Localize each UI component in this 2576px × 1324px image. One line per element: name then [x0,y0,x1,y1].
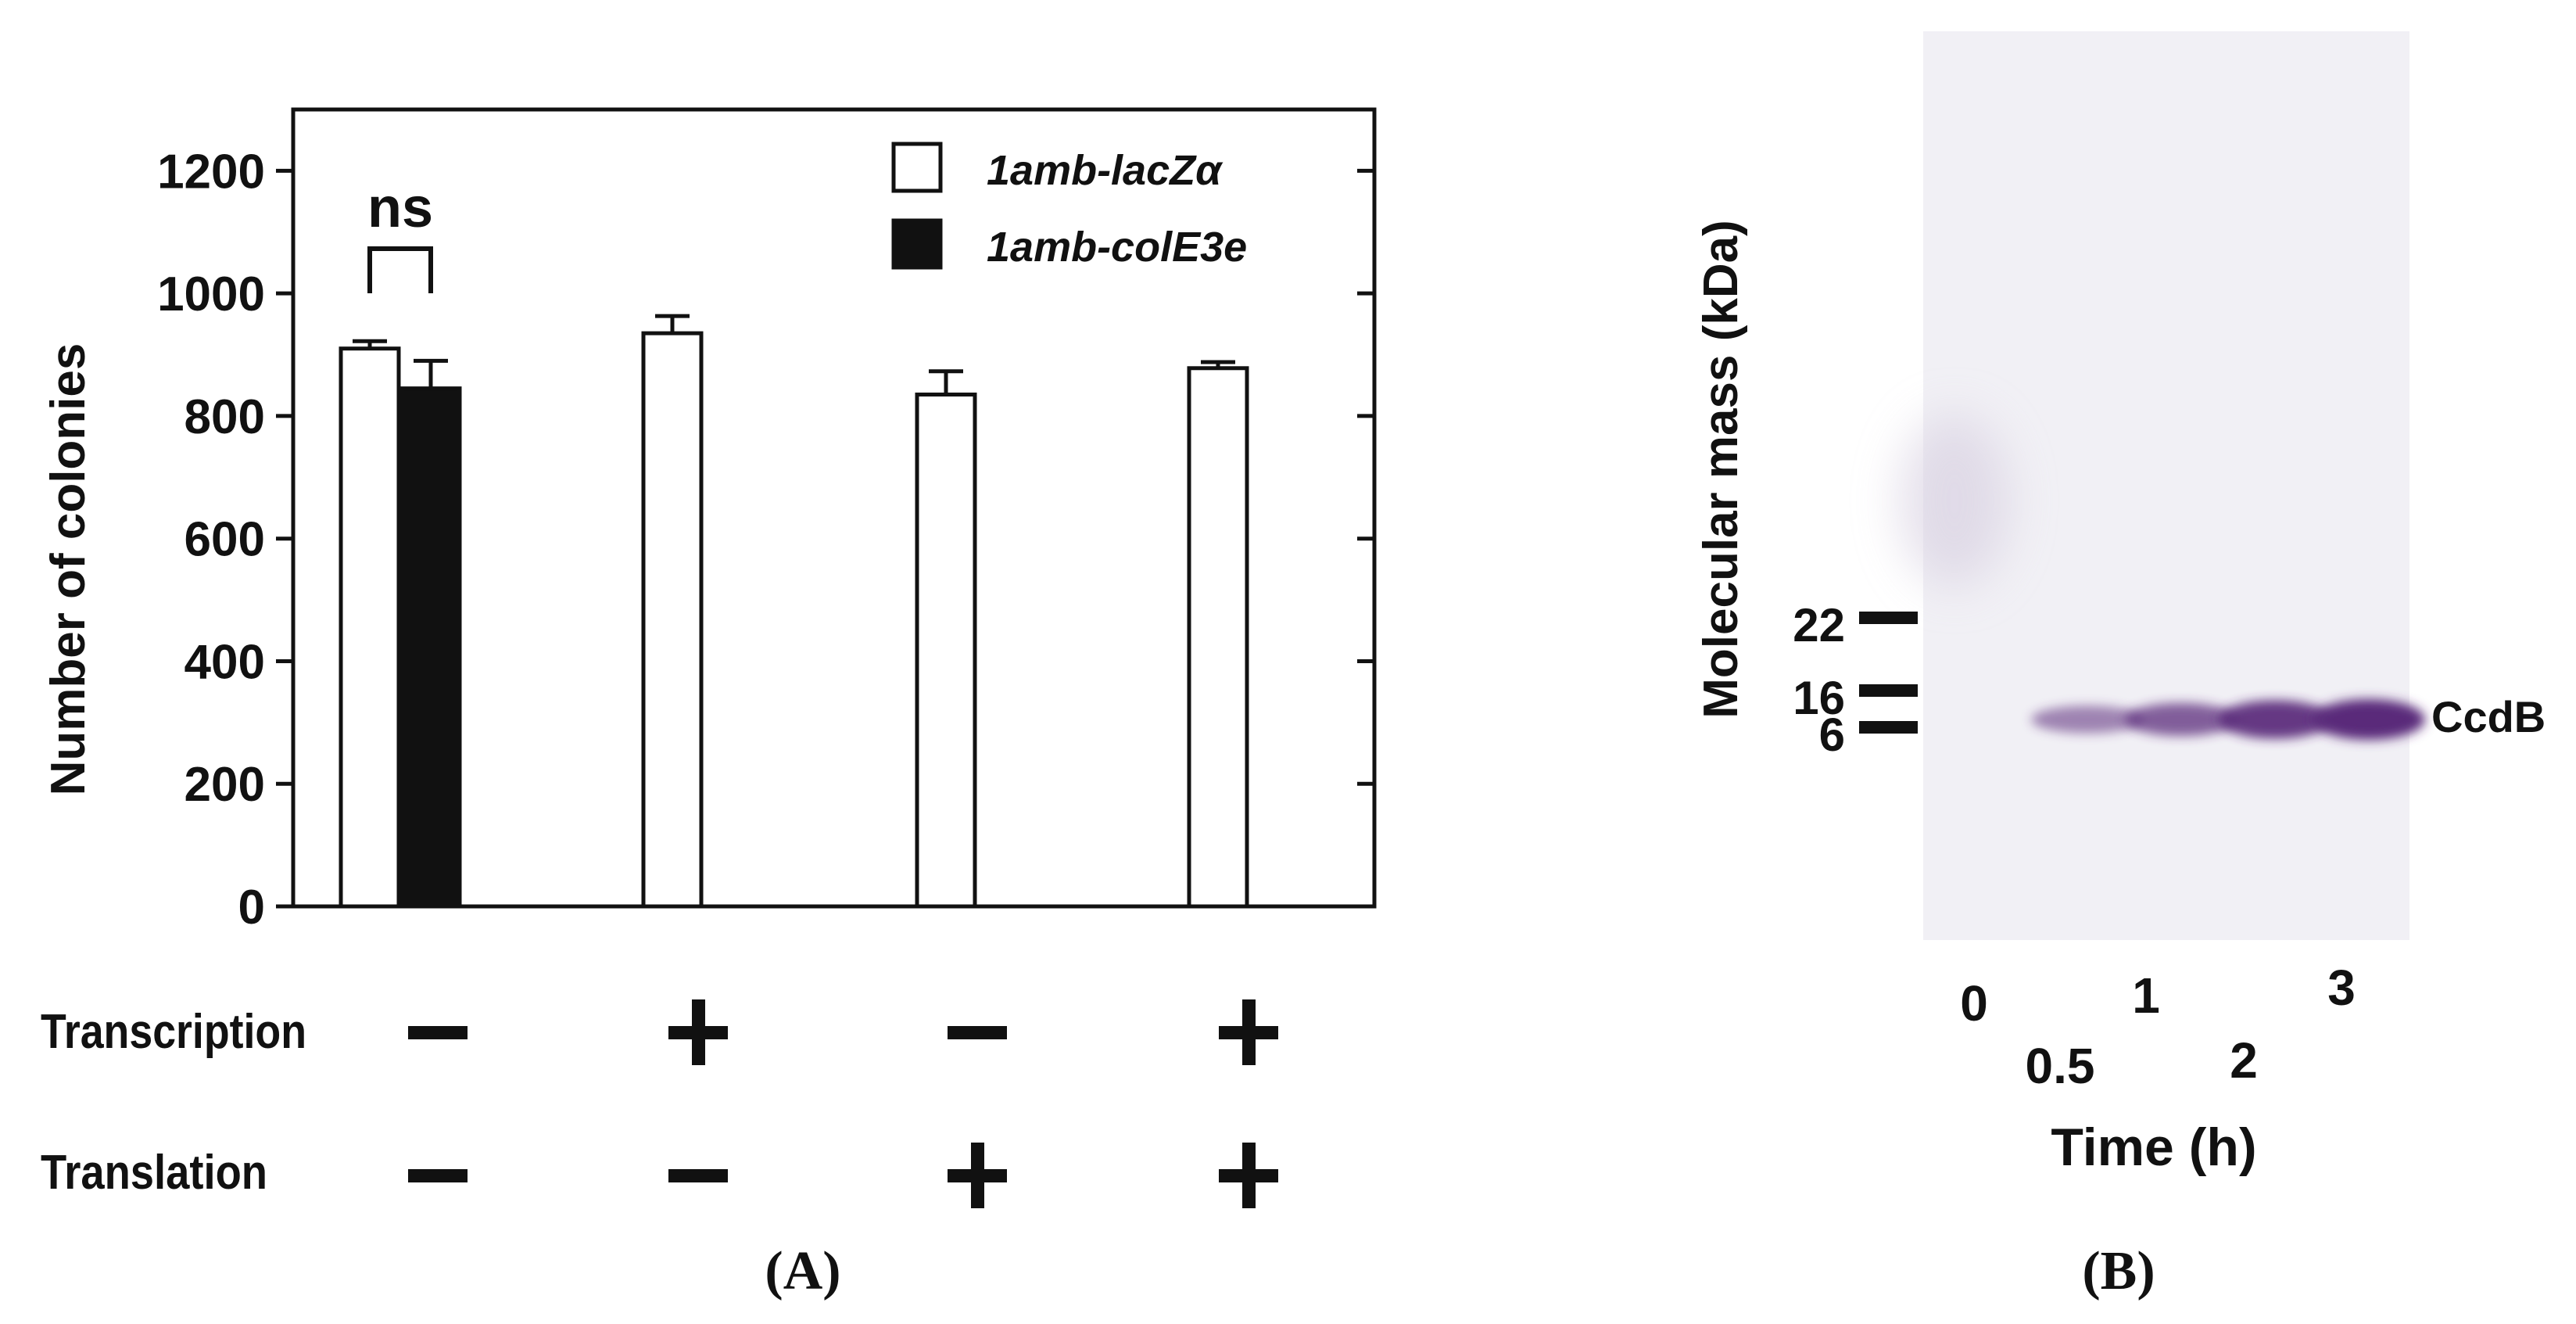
panel-a-chart: Number of colonies 0 200 400 600 800 1000 1200… [41,107,1377,1301]
bars [339,314,1249,909]
bar-lacz-3 [1187,366,1249,909]
legend: 1amb-lacZα 1amb-colE3e [891,142,1247,271]
translation-sign-2 [948,1143,1007,1208]
significance-label: ns [367,177,433,239]
lane-label-3: 2 [2230,1032,2258,1089]
bar-lacz-1 [641,331,704,909]
band-label: CcdB [2431,692,2546,741]
row-label-transcription: Transcription [41,1005,306,1059]
legend-swatch-lacz [891,142,943,193]
y-axis-ticks: 0 200 400 600 800 1000 1200 [157,145,1374,935]
band-lane-3 [2219,700,2331,739]
significance-bracket [367,246,433,293]
marker-line-22 [1859,612,1918,624]
y-axis-label: Number of colonies [41,343,95,796]
marker-line-16 [1859,684,1918,697]
molecular-weight-markers: 22 166 [1793,599,1918,761]
plot-area [291,107,1377,909]
gel-bands [2031,699,2425,740]
condition-signs [408,999,1278,1208]
transcription-sign-2 [948,1026,1007,1039]
gel-smudge [1900,414,2009,587]
bar-lacz-0 [339,346,401,909]
legend-swatch-cole3e [891,218,943,270]
lane-label-1: 0.5 [2026,1038,2095,1094]
gel-x-axis-label: Time (h) [2051,1118,2256,1177]
y-tick-label: 400 [185,635,265,689]
band-lane-4 [2313,699,2425,740]
marker-line-6 [1859,721,1918,734]
ns-annotation: ns [367,177,433,293]
lane-label-2: 1 [2132,967,2160,1024]
lane-label-4: 3 [2327,960,2356,1016]
y-tick-label: 0 [238,881,265,935]
y-tick-label: 1200 [157,145,265,199]
marker-label-6: 6 [1819,709,1845,761]
band-lane-1 [2031,705,2144,734]
translation-sign-1 [668,1169,728,1182]
bar-lacz-2 [915,392,977,909]
y-tick-label: 1000 [157,267,265,321]
y-tick-label: 600 [185,513,265,567]
row-label-translation: Translation [41,1146,267,1200]
panel-a-label: (A) [765,1241,840,1301]
time-lane-labels: 0 0.5 1 2 3 [1960,960,2356,1094]
gel-y-axis-label: Molecular mass (kDa) [1694,220,1748,718]
transcription-sign-1 [668,999,728,1065]
transcription-sign-0 [408,1026,468,1039]
legend-label-cole3e: 1amb-colE3e [987,224,1247,271]
bar-cole3e-0 [399,386,462,909]
panel-b-label: (B) [2082,1241,2155,1301]
translation-sign-3 [1219,1143,1278,1208]
lane-label-0: 0 [1960,975,1988,1032]
y-tick-label: 800 [185,390,265,444]
plot-frame [291,107,1377,909]
transcription-sign-3 [1219,999,1278,1065]
band-lane-2 [2125,702,2237,737]
marker-label-16: 16 [1793,672,1845,724]
y-tick-label: 200 [185,758,265,812]
legend-label-lacz: 1amb-lacZα [987,147,1224,194]
marker-label-22: 22 [1793,599,1845,651]
translation-sign-0 [408,1169,468,1182]
